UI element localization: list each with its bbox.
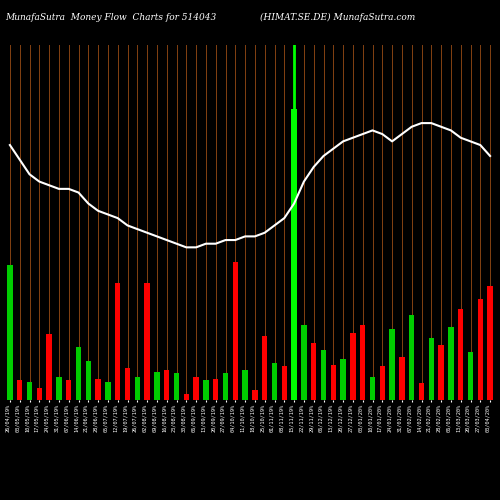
Bar — [321, 350, 326, 400]
Bar — [174, 374, 179, 400]
Bar — [184, 394, 189, 400]
Bar — [125, 368, 130, 400]
Bar — [409, 315, 414, 400]
Bar — [46, 334, 52, 400]
Bar — [380, 366, 385, 400]
Bar — [370, 377, 375, 400]
Bar — [478, 299, 483, 400]
Bar — [390, 329, 395, 400]
Bar — [76, 347, 81, 400]
Bar — [458, 310, 464, 400]
Bar — [27, 382, 32, 400]
Bar — [282, 366, 287, 400]
Text: MunafaSutra  Money Flow  Charts for 514043: MunafaSutra Money Flow Charts for 514043 — [5, 12, 216, 22]
Bar — [428, 338, 434, 400]
Bar — [134, 377, 140, 400]
Bar — [213, 378, 218, 400]
Bar — [350, 332, 356, 400]
Bar — [17, 380, 22, 400]
Bar — [203, 380, 208, 400]
Bar — [360, 326, 366, 400]
Bar — [105, 382, 110, 400]
Bar — [488, 286, 493, 400]
Bar — [144, 283, 150, 400]
Bar — [252, 390, 258, 400]
Bar — [96, 378, 101, 400]
Bar — [86, 361, 91, 400]
Bar — [7, 265, 12, 400]
Bar — [242, 370, 248, 400]
Bar — [448, 327, 454, 400]
Bar — [468, 352, 473, 400]
Bar — [272, 362, 277, 400]
Bar — [223, 374, 228, 400]
Bar — [419, 383, 424, 400]
Bar — [154, 372, 160, 400]
Bar — [36, 388, 42, 400]
Bar — [262, 336, 268, 400]
Bar — [56, 377, 62, 400]
Bar — [194, 377, 199, 400]
Bar — [399, 358, 404, 400]
Bar — [438, 345, 444, 400]
Bar — [66, 380, 71, 400]
Bar — [115, 283, 120, 400]
Bar — [292, 109, 297, 400]
Text: (HIMAT.SE.DE) MunafaSutra.com: (HIMAT.SE.DE) MunafaSutra.com — [260, 12, 415, 22]
Bar — [311, 343, 316, 400]
Bar — [232, 262, 238, 400]
Bar — [340, 359, 346, 400]
Bar — [301, 326, 306, 400]
Bar — [330, 364, 336, 400]
Bar — [164, 370, 170, 400]
